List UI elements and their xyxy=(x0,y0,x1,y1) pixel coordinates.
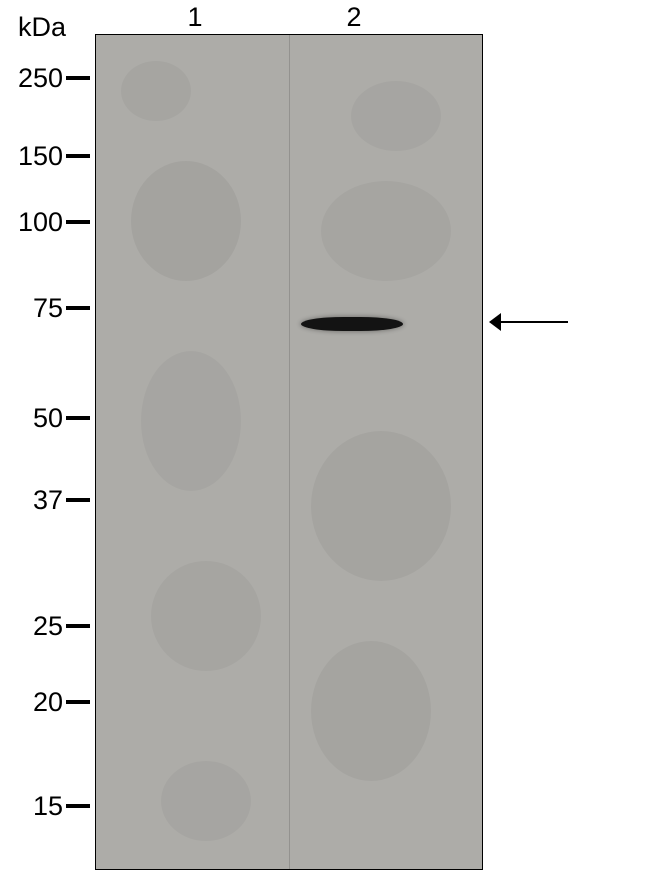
membrane-noise xyxy=(131,161,241,281)
lane-label-1: 1 xyxy=(180,2,210,33)
membrane-noise xyxy=(121,61,191,121)
membrane-noise xyxy=(161,761,251,841)
tick-mark-25 xyxy=(66,624,90,628)
tick-label-75: 75 xyxy=(0,293,63,324)
band-lane2 xyxy=(301,317,403,331)
membrane-noise xyxy=(311,641,431,781)
tick-mark-50 xyxy=(66,416,90,420)
tick-mark-100 xyxy=(66,220,90,224)
tick-label-37: 37 xyxy=(0,485,63,516)
membrane-noise xyxy=(311,431,451,581)
membrane-noise xyxy=(351,81,441,151)
band-arrow-line xyxy=(498,321,568,323)
tick-label-150: 150 xyxy=(0,141,63,172)
tick-label-100: 100 xyxy=(0,207,63,238)
tick-label-250: 250 xyxy=(0,63,63,94)
band-arrow-head-icon xyxy=(489,313,501,331)
blot-membrane xyxy=(95,34,483,870)
membrane-noise xyxy=(141,351,241,491)
tick-label-15: 15 xyxy=(0,791,63,822)
tick-label-20: 20 xyxy=(0,687,63,718)
tick-mark-15 xyxy=(66,804,90,808)
tick-mark-37 xyxy=(66,498,90,502)
membrane-noise xyxy=(321,181,451,281)
tick-label-50: 50 xyxy=(0,403,63,434)
tick-mark-150 xyxy=(66,154,90,158)
lane-label-2: 2 xyxy=(339,2,369,33)
tick-mark-75 xyxy=(66,306,90,310)
tick-mark-20 xyxy=(66,700,90,704)
western-blot-figure: kDa 250 150 100 75 50 37 25 20 15 1 2 xyxy=(0,0,650,886)
tick-label-25: 25 xyxy=(0,611,63,642)
y-axis-title: kDa xyxy=(0,12,66,43)
tick-mark-250 xyxy=(66,76,90,80)
membrane-noise xyxy=(151,561,261,671)
lane-divider xyxy=(289,35,290,869)
